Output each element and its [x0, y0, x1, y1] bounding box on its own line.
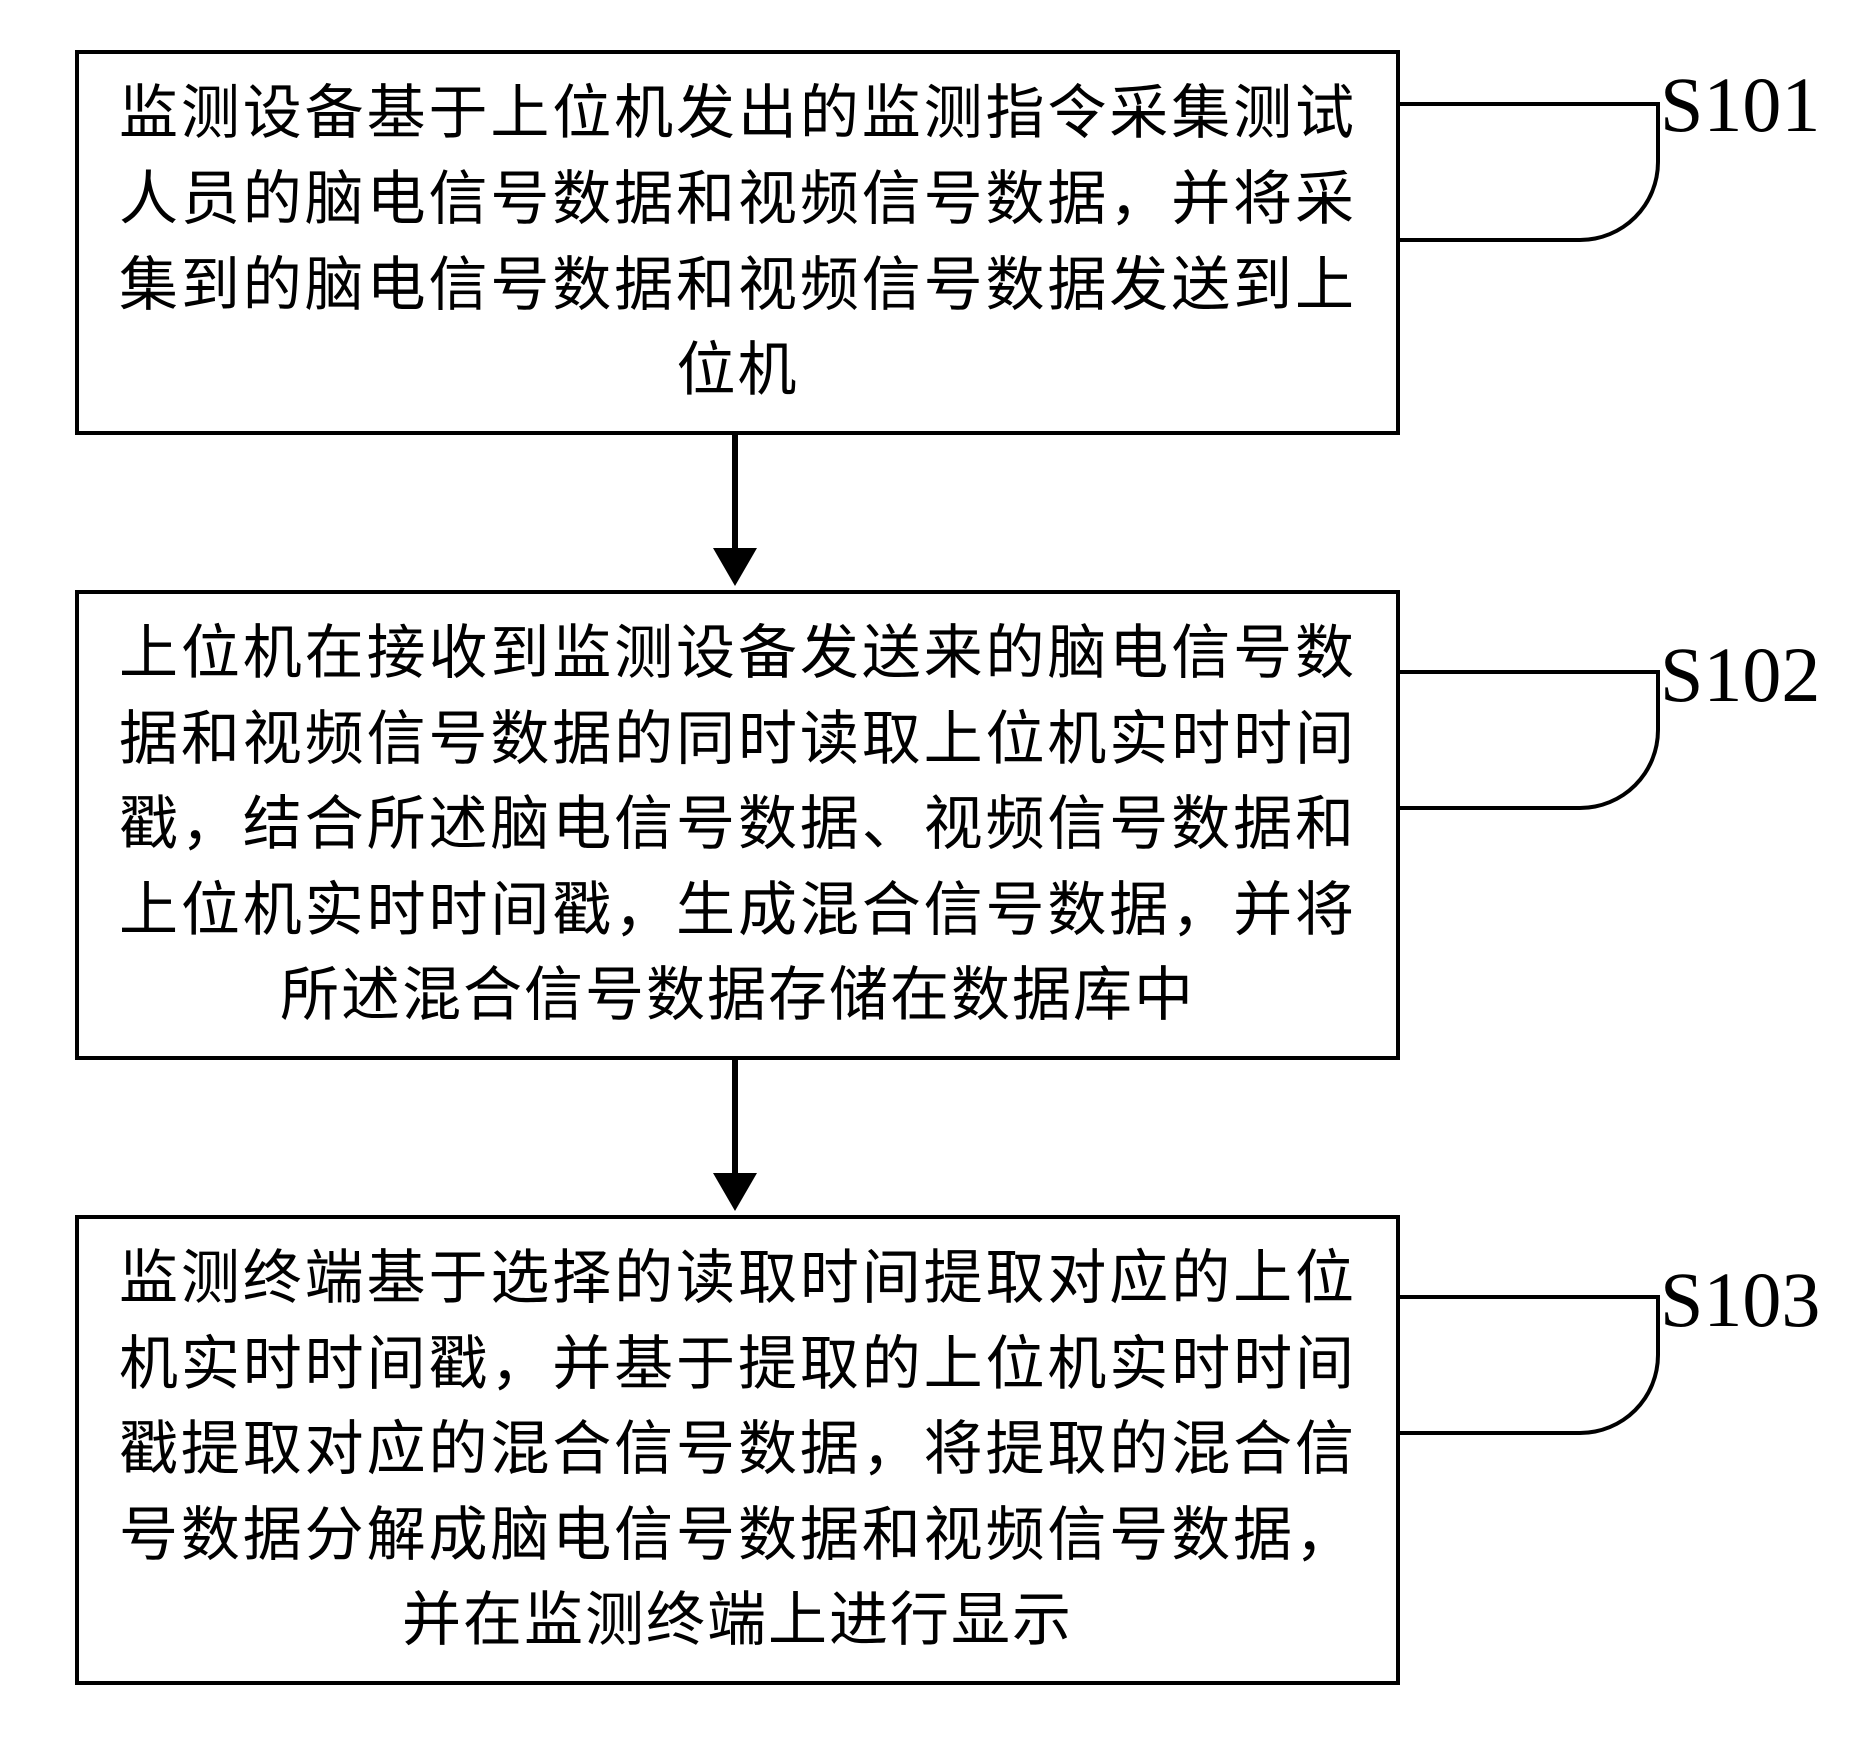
node-2-connector: [1400, 670, 1660, 810]
node-3-connector: [1400, 1295, 1660, 1435]
node-2-label: S102: [1660, 630, 1820, 720]
flowchart-node-2: 上位机在接收到监测设备发送来的脑电信号数据和视频信号数据的同时读取上位机实时时间…: [75, 590, 1400, 1060]
arrow-1-2-line: [732, 435, 738, 550]
flowchart-node-3: 监测终端基于选择的读取时间提取对应的上位机实时时间戳，并基于提取的上位机实时时间…: [75, 1215, 1400, 1685]
arrow-1-2-head: [713, 548, 757, 586]
flowchart-node-1: 监测设备基于上位机发出的监测指令采集测试人员的脑电信号数据和视频信号数据，并将采…: [75, 50, 1400, 435]
flowchart-container: 监测设备基于上位机发出的监测指令采集测试人员的脑电信号数据和视频信号数据，并将采…: [0, 0, 1871, 1745]
arrow-2-3-head: [713, 1173, 757, 1211]
arrow-2-3-line: [732, 1060, 738, 1175]
node-3-text: 监测终端基于选择的读取时间提取对应的上位机实时时间戳，并基于提取的上位机实时时间…: [119, 1236, 1356, 1664]
node-2-text: 上位机在接收到监测设备发送来的脑电信号数据和视频信号数据的同时读取上位机实时时间…: [119, 611, 1356, 1039]
node-1-label: S101: [1660, 60, 1820, 150]
node-3-label: S103: [1660, 1255, 1820, 1345]
node-1-connector: [1400, 102, 1660, 242]
node-1-text: 监测设备基于上位机发出的监测指令采集测试人员的脑电信号数据和视频信号数据，并将采…: [119, 71, 1356, 413]
